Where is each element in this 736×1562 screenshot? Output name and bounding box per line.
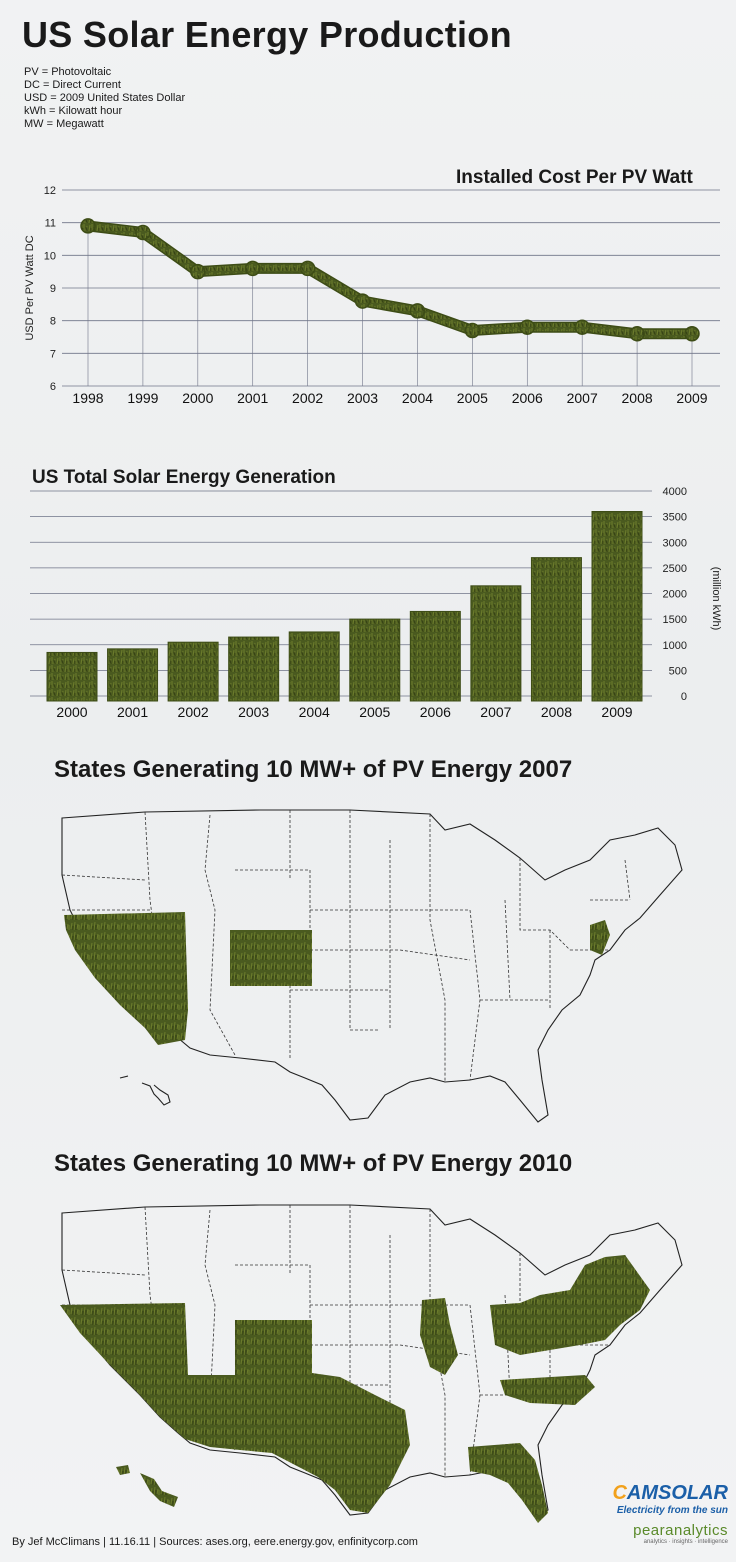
pearanalytics-wordmark: pearanalytics (633, 1522, 728, 1539)
bar (349, 618, 401, 702)
x-tick-label: 2003 (238, 704, 269, 720)
y-tick-label: 500 (669, 665, 687, 677)
x-tick-label: 2008 (541, 704, 572, 720)
cost-line-shadow (82, 220, 698, 340)
x-tick-label: 2000 (182, 390, 213, 406)
data-point (135, 224, 151, 241)
data-point (354, 293, 371, 309)
y-axis-label: USD Per PV Watt DC (24, 235, 36, 340)
page-title: US Solar Energy Production (22, 14, 512, 55)
y-tick-label: 0 (681, 691, 687, 703)
installed-cost-line-chart: 6 7 8 9 10 11 12 1998 1999 2000 2001 2002 2003 2004 20… (24, 185, 720, 406)
y-tick-label: 8 (50, 316, 56, 328)
y-tick-label: 9 (50, 283, 56, 295)
data-point (629, 325, 645, 342)
data-point (244, 260, 261, 277)
x-tick-label: 2005 (359, 704, 390, 720)
x-tick-label: 2004 (402, 390, 433, 406)
x-tick-label: 2004 (299, 704, 330, 720)
bar (46, 651, 98, 702)
y-tick-label: 11 (45, 218, 56, 230)
x-tick-label: 2001 (117, 704, 148, 720)
x-tick-label: 1998 (72, 390, 103, 406)
grass-state-florida (468, 1443, 548, 1523)
solar-generation-bar-chart: 0 500 1000 1500 2000 2500 3000 3500 4000 (million… (30, 486, 722, 720)
bar (228, 636, 280, 702)
data-point (464, 322, 481, 339)
us-map-2007 (61, 809, 683, 1123)
x-tick-label: 2002 (292, 390, 323, 406)
x-tick-label: 2007 (480, 704, 511, 720)
y-axis-label: (million kWh) (710, 567, 722, 631)
y-tick-label: 2500 (663, 563, 687, 575)
abbreviation-legend: PV = Photovoltaic DC = Direct Current US… (24, 66, 185, 131)
x-tick-label: 1999 (127, 390, 158, 406)
map-2010-title: States Generating 10 MW+ of PV Energy 20… (54, 1150, 573, 1177)
legend-item: MW = Megawatt (24, 118, 104, 130)
grass-state-north-carolina (500, 1375, 595, 1405)
x-tick-label: 2008 (622, 390, 653, 406)
bar (167, 641, 219, 702)
camsolar-wordmark: CAMSOLAR (612, 1482, 728, 1504)
y-tick-label: 1500 (663, 614, 687, 626)
pearanalytics-logo: pearanalytics analytics · insights · int… (633, 1522, 728, 1545)
camsolar-logo: CAMSOLAR Electricity from the sun (612, 1482, 728, 1516)
bar (409, 610, 461, 702)
y-tick-label: 1000 (663, 640, 687, 652)
generation-chart-title: US Total Solar Energy Generation (32, 467, 336, 488)
bar (288, 631, 340, 702)
data-point (190, 263, 206, 280)
cost-line (84, 221, 696, 338)
y-tick-label: 10 (44, 250, 56, 262)
data-point (684, 325, 700, 342)
data-point (519, 319, 536, 335)
x-tick-label: 2000 (56, 704, 87, 720)
us-outline (61, 1204, 683, 1518)
bar (470, 585, 522, 702)
x-tick-label: 2009 (676, 390, 707, 406)
x-tick-label: 2009 (601, 704, 632, 720)
legend-item: USD = 2009 United States Dollar (24, 92, 186, 104)
y-tick-label: 6 (50, 381, 56, 393)
bar (530, 557, 582, 702)
grass-state-illinois (420, 1298, 458, 1375)
footer-credits: By Jef McClimans | 11.16.11 | Sources: a… (12, 1536, 418, 1548)
x-tick-label: 2003 (347, 390, 378, 406)
legend-item: PV = Photovoltaic (24, 66, 112, 78)
grass-state-colorado (230, 930, 312, 986)
y-tick-label: 4000 (663, 486, 687, 498)
data-point (80, 218, 96, 234)
y-tick-label: 7 (50, 348, 56, 360)
data-point (299, 260, 316, 277)
camsolar-tagline: Electricity from the sun (616, 1505, 728, 1516)
x-tick-label: 2007 (567, 390, 598, 406)
y-tick-label: 3000 (663, 537, 687, 549)
y-tick-label: 2000 (663, 589, 687, 601)
grass-state-new-jersey (590, 920, 610, 955)
hawaii-outline (119, 1075, 171, 1106)
pearanalytics-tagline: analytics · insights · intelligence (643, 1539, 728, 1545)
bar (591, 511, 643, 702)
grass-state-southwest (60, 1303, 410, 1513)
y-tick-label: 12 (44, 185, 56, 197)
cost-chart-title: Installed Cost Per PV Watt (456, 167, 693, 188)
legend-item: kWh = Kilowatt hour (24, 105, 123, 117)
bar (107, 648, 159, 702)
data-point (409, 303, 426, 319)
grass-state-northeast (490, 1255, 650, 1355)
grass-state-hawaii (116, 1465, 178, 1507)
x-tick-label: 2006 (420, 704, 451, 720)
us-outline (61, 809, 683, 1123)
us-map-2010 (60, 1204, 683, 1523)
y-tick-label: 3500 (663, 512, 687, 524)
x-tick-label: 2001 (237, 390, 268, 406)
grass-state-nevada-california (64, 912, 188, 1045)
data-point (574, 319, 590, 335)
x-tick-label: 2002 (178, 704, 209, 720)
map-2007-title: States Generating 10 MW+ of PV Energy 20… (54, 756, 573, 783)
x-tick-label: 2006 (512, 390, 543, 406)
x-tick-label: 2005 (457, 390, 488, 406)
legend-item: DC = Direct Current (24, 79, 121, 91)
